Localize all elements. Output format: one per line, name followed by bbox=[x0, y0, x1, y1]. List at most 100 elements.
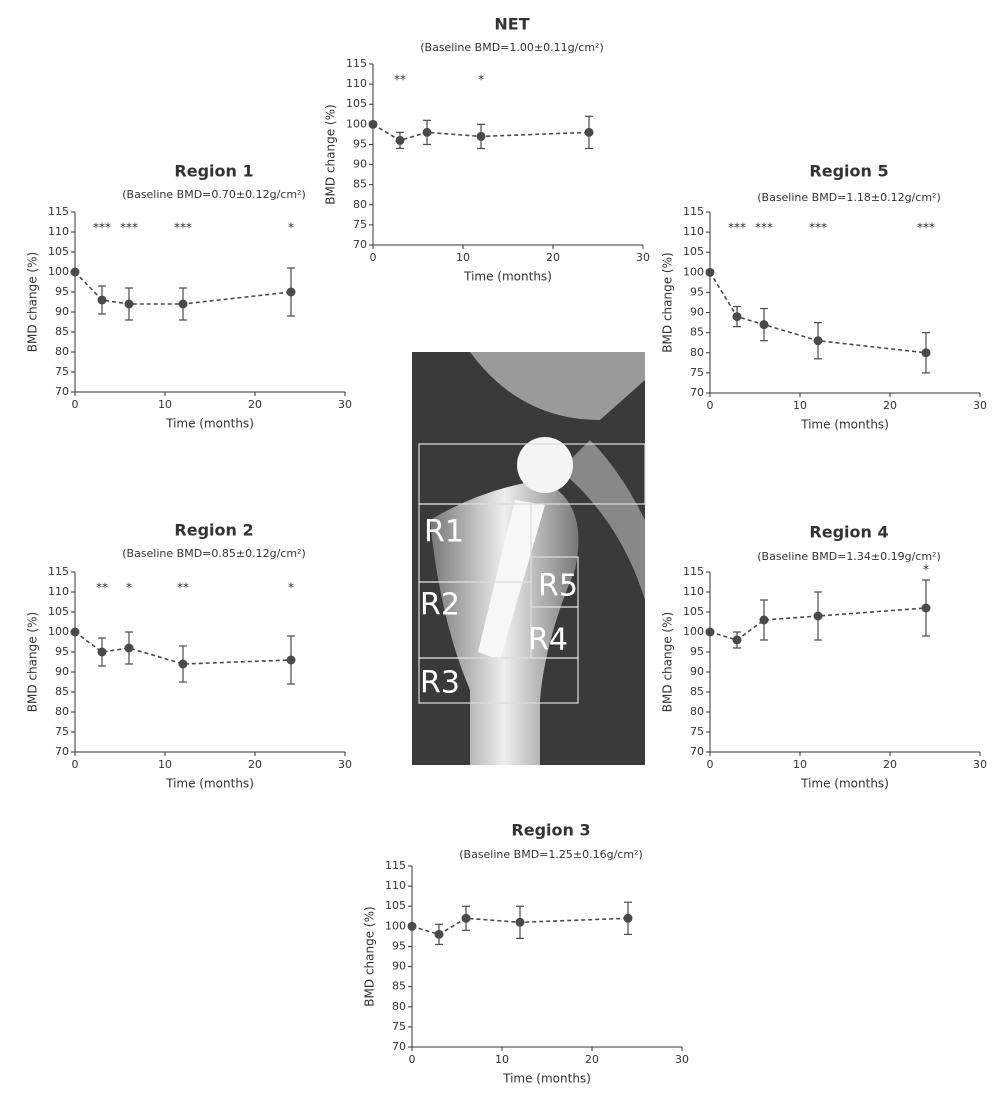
y-tick-label: 90 bbox=[690, 665, 704, 678]
y-tick-label: 75 bbox=[55, 725, 69, 738]
chart-title: Region 5 bbox=[809, 162, 888, 181]
chart-title: NET bbox=[494, 15, 529, 34]
y-tick-label: 95 bbox=[690, 285, 704, 298]
x-tick-label: 0 bbox=[707, 399, 714, 412]
y-tick-label: 115 bbox=[385, 859, 406, 872]
chart: Region 3(Baseline BMD=1.25±0.16g/cm²)707… bbox=[363, 821, 690, 1086]
y-tick-label: 100 bbox=[683, 625, 704, 638]
data-point bbox=[733, 312, 742, 321]
x-tick-label: 10 bbox=[495, 1053, 509, 1066]
data-point bbox=[624, 914, 633, 923]
y-tick-label: 80 bbox=[353, 198, 367, 211]
y-tick-label: 85 bbox=[690, 685, 704, 698]
y-axis-label: BMD change (%) bbox=[324, 104, 338, 204]
x-tick-label: 0 bbox=[409, 1053, 416, 1066]
y-tick-label: 70 bbox=[353, 238, 367, 251]
y-tick-label: 80 bbox=[690, 705, 704, 718]
y-tick-label: 90 bbox=[690, 306, 704, 319]
x-tick-label: 30 bbox=[973, 758, 987, 771]
significance-label: *** bbox=[809, 221, 827, 235]
y-tick-label: 115 bbox=[346, 57, 367, 70]
y-tick-label: 80 bbox=[55, 345, 69, 358]
data-point bbox=[585, 128, 594, 137]
x-tick-label: 20 bbox=[883, 758, 897, 771]
y-tick-label: 95 bbox=[353, 137, 367, 150]
data-point bbox=[814, 612, 823, 621]
data-point bbox=[814, 336, 823, 345]
data-point bbox=[477, 132, 486, 141]
x-tick-label: 30 bbox=[338, 758, 352, 771]
y-tick-label: 80 bbox=[690, 346, 704, 359]
chart: Region 5(Baseline BMD=1.18±0.12g/cm²)707… bbox=[661, 162, 988, 432]
data-point bbox=[706, 628, 715, 637]
y-tick-label: 85 bbox=[55, 325, 69, 338]
data-point bbox=[98, 648, 107, 657]
region-label: R4 bbox=[528, 623, 568, 658]
data-point bbox=[71, 628, 80, 637]
y-tick-label: 105 bbox=[385, 899, 406, 912]
page: R1 R2 R3 R4 R5 NET (Baseline BMD=1.00±0.1… bbox=[0, 0, 997, 1103]
region-label: R3 bbox=[420, 666, 460, 701]
y-tick-label: 105 bbox=[683, 605, 704, 618]
y-tick-label: 70 bbox=[690, 745, 704, 758]
significance-label: * bbox=[478, 73, 484, 87]
y-tick-label: 85 bbox=[55, 685, 69, 698]
x-tick-label: 20 bbox=[585, 1053, 599, 1066]
x-axis-label: Time (months) bbox=[463, 270, 552, 284]
significance-label: *** bbox=[755, 221, 773, 235]
x-tick-label: 0 bbox=[72, 758, 79, 771]
y-tick-label: 70 bbox=[55, 745, 69, 758]
y-tick-label: 115 bbox=[683, 565, 704, 578]
chart-title: Region 4 bbox=[809, 523, 888, 542]
significance-label: * bbox=[923, 563, 929, 577]
data-point bbox=[922, 604, 931, 613]
y-axis-label: BMD change (%) bbox=[661, 252, 675, 352]
x-axis-label: Time (months) bbox=[800, 777, 889, 791]
significance-label: * bbox=[288, 581, 294, 595]
data-point bbox=[98, 296, 107, 305]
data-point bbox=[287, 656, 296, 665]
y-tick-label: 90 bbox=[55, 665, 69, 678]
chart-title: Region 3 bbox=[511, 821, 590, 840]
chart-subtitle: (Baseline BMD=1.00±0.11g/cm²) bbox=[420, 41, 604, 54]
region-label: R5 bbox=[538, 569, 578, 604]
xray-image: R1 R2 R3 R4 R5 bbox=[412, 352, 645, 765]
y-tick-label: 100 bbox=[346, 117, 367, 130]
femoral-head bbox=[517, 437, 573, 493]
data-point bbox=[287, 288, 296, 297]
y-tick-label: 115 bbox=[683, 205, 704, 218]
data-point bbox=[435, 930, 444, 939]
significance-label: *** bbox=[120, 221, 138, 235]
region-label: R1 bbox=[424, 515, 464, 550]
data-point bbox=[423, 128, 432, 137]
significance-label: ** bbox=[96, 581, 108, 595]
y-tick-label: 100 bbox=[48, 625, 69, 638]
chart-subtitle: (Baseline BMD=0.85±0.12g/cm²) bbox=[122, 547, 306, 560]
chart-title: Region 2 bbox=[174, 521, 253, 540]
data-point bbox=[516, 918, 525, 927]
chart: Region 4(Baseline BMD=1.34±0.19g/cm²)707… bbox=[661, 523, 988, 791]
y-tick-label: 95 bbox=[55, 285, 69, 298]
significance-label: *** bbox=[728, 221, 746, 235]
data-point bbox=[179, 660, 188, 669]
x-tick-label: 20 bbox=[248, 758, 262, 771]
y-tick-label: 85 bbox=[690, 326, 704, 339]
y-tick-label: 105 bbox=[48, 245, 69, 258]
y-tick-label: 95 bbox=[690, 645, 704, 658]
y-tick-label: 110 bbox=[683, 225, 704, 238]
y-tick-label: 90 bbox=[55, 305, 69, 318]
chart: NET(Baseline BMD=1.00±0.11g/cm²)70758085… bbox=[324, 15, 651, 284]
y-tick-label: 110 bbox=[683, 585, 704, 598]
y-tick-label: 90 bbox=[353, 158, 367, 171]
x-tick-label: 10 bbox=[793, 758, 807, 771]
y-tick-label: 110 bbox=[48, 585, 69, 598]
significance-label: ** bbox=[394, 73, 406, 87]
y-tick-label: 115 bbox=[48, 205, 69, 218]
significance-label: ** bbox=[177, 581, 189, 595]
data-point bbox=[462, 914, 471, 923]
y-tick-label: 85 bbox=[392, 980, 406, 993]
y-tick-label: 80 bbox=[392, 1000, 406, 1013]
y-axis-label: BMD change (%) bbox=[661, 612, 675, 712]
chart-title: Region 1 bbox=[174, 162, 253, 181]
x-tick-label: 0 bbox=[370, 251, 377, 264]
